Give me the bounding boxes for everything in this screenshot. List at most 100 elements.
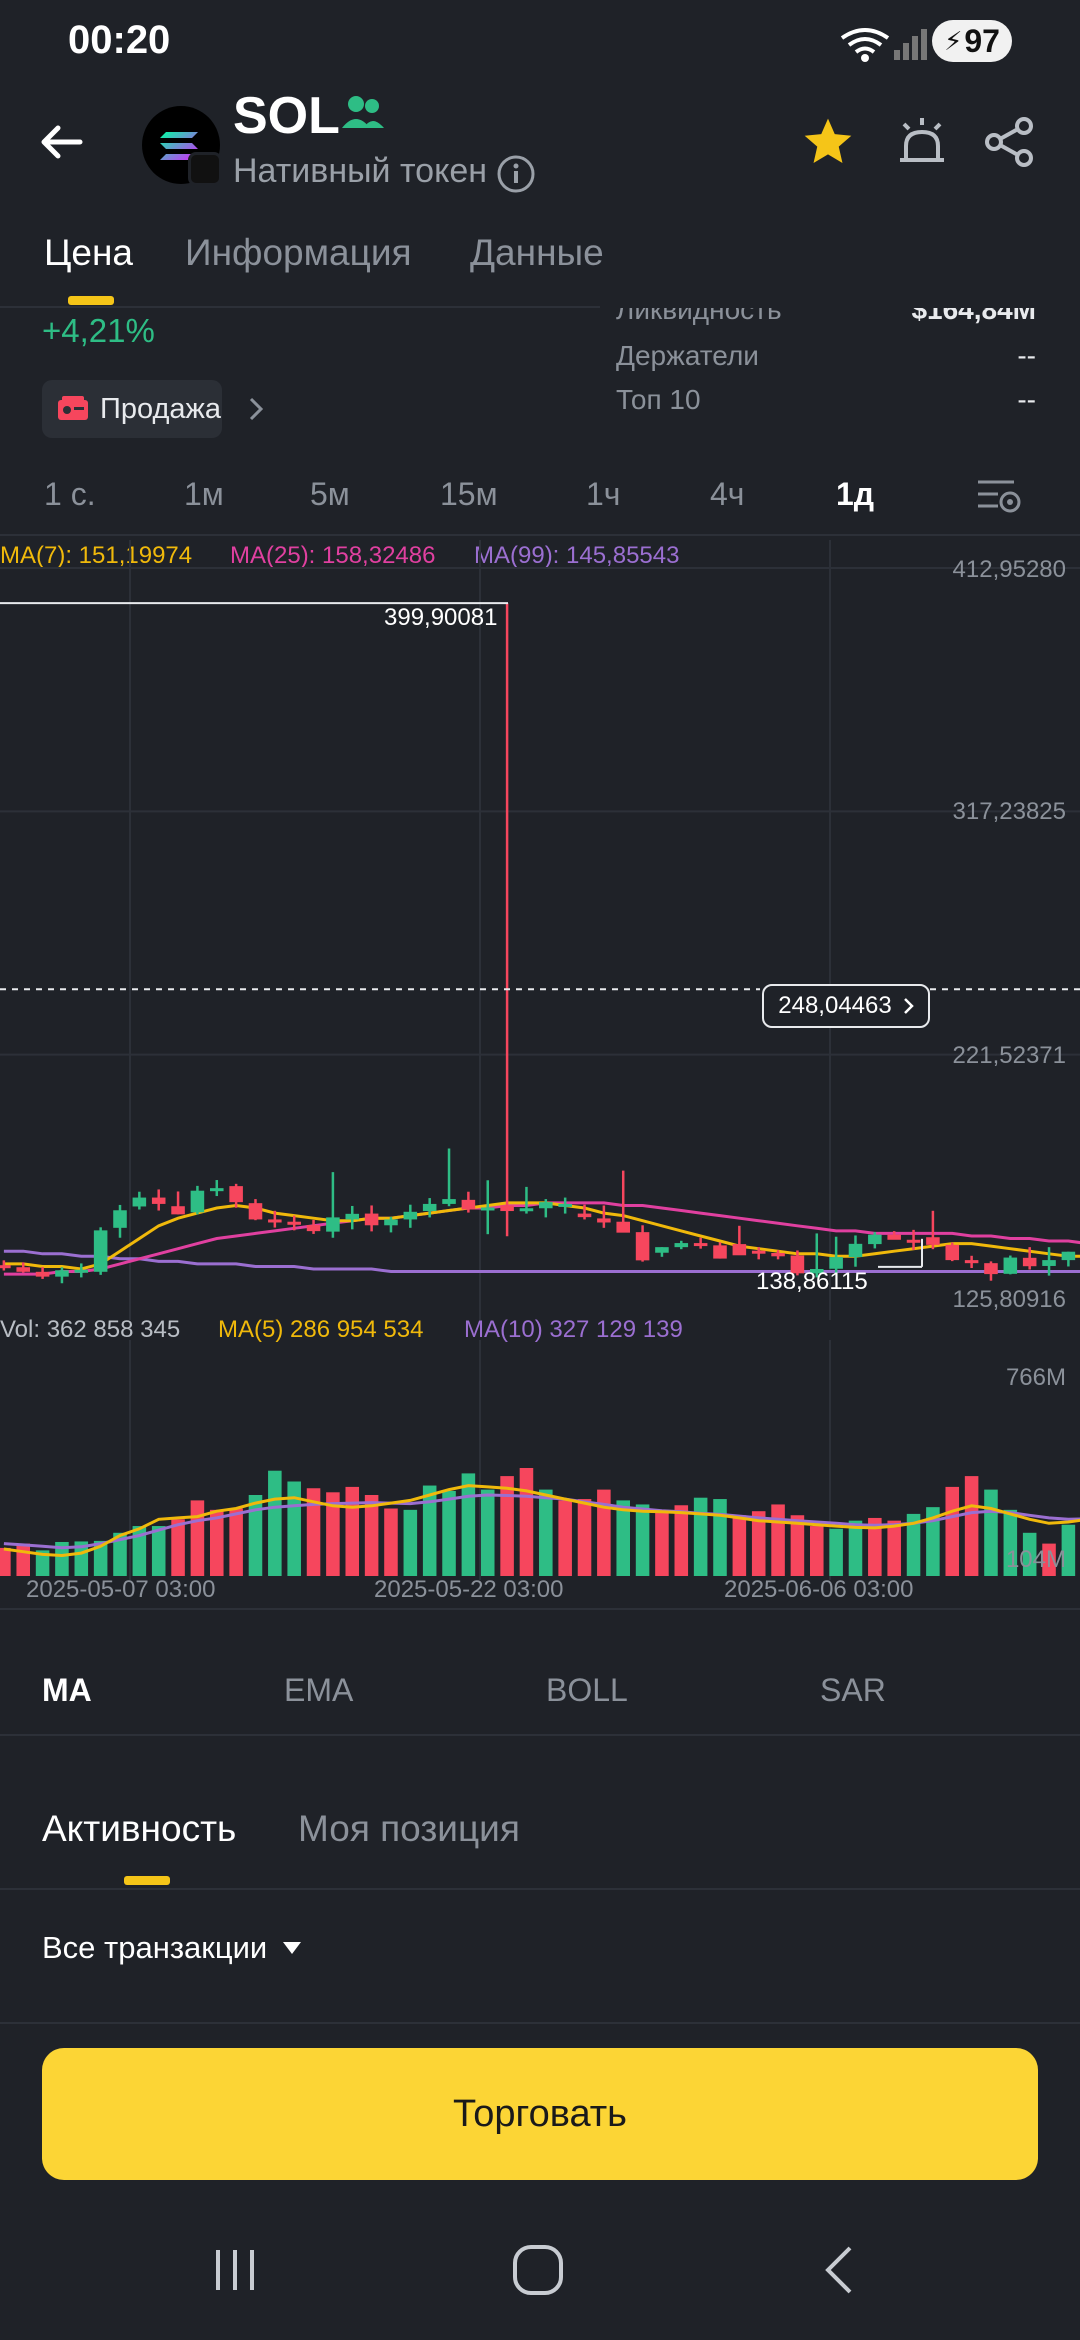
volume-bar [1022,1532,1037,1576]
candle-body [16,1267,30,1272]
timeframe-1h[interactable]: 1ч [586,476,621,512]
candle-body [732,1244,747,1256]
candle-body [790,1255,805,1274]
volume-bar [113,1532,127,1576]
nav-back-icon[interactable] [820,2244,860,2296]
volume-bar [713,1499,727,1576]
candle-body [287,1221,301,1225]
volume-bar [480,1489,495,1576]
volume-bar [829,1528,843,1576]
volume-bar [364,1495,379,1576]
volume-bar [35,1550,50,1576]
indicator-divider [0,1734,1080,1736]
volume-chart[interactable] [0,1340,1080,1580]
sell-tag[interactable]: Продажа [42,380,222,438]
tab-activity-underline [124,1876,170,1885]
tab-data[interactable]: Данные [470,232,604,273]
candle-body [403,1211,418,1220]
timeframe-5m[interactable]: 5м [310,476,350,512]
candle-body [829,1257,843,1269]
indicator-sar[interactable]: SAR [820,1672,886,1708]
tab-activity[interactable]: Активность [42,1808,237,1849]
share-icon[interactable] [982,114,1038,170]
volume-bar [248,1495,263,1576]
status-time: 00:20 [68,18,171,62]
timeframe-15m[interactable]: 15м [440,476,498,512]
candle-body [248,1203,263,1220]
tab-my-position[interactable]: Моя позиция [298,1808,520,1849]
volume-bar [539,1489,553,1576]
price-chart[interactable] [0,540,1080,1320]
candle-body [306,1225,321,1232]
candle-body [868,1234,882,1245]
volume-bar [229,1508,243,1576]
candle-body [635,1232,650,1261]
sell-icon [58,396,88,420]
community-icon [342,94,384,134]
timeframe-1m[interactable]: 1м [184,476,224,512]
charging-icon: ⚡ [944,25,963,56]
volume-bar [442,1490,456,1576]
volume-axis-label: 766M [1005,1364,1066,1391]
indicator-ma[interactable]: MA [42,1672,92,1708]
volume-bar [558,1500,572,1576]
current-price-tag[interactable]: 248,04463 [762,984,930,1028]
volume-bar [635,1504,650,1576]
volume-ma5-legend: MA(5) 286 954 534 [218,1316,424,1343]
indicator-boll[interactable]: BOLL [546,1672,628,1708]
timeframe-1s[interactable]: 1 с. [44,476,96,512]
timeframe-4h[interactable]: 4ч [710,476,745,512]
recent-apps-icon[interactable] [212,2246,258,2294]
price-axis-label: 412,95280 [952,556,1066,583]
date-axis-label: 2025-05-22 03:00 [374,1576,564,1603]
favorite-star-icon[interactable] [800,114,856,170]
volume-bar [1003,1509,1018,1576]
volume-bar [403,1509,418,1576]
candle-body [926,1237,940,1245]
high-marker-label: 399,90081 [384,604,498,631]
candle-body [751,1250,766,1254]
tab-price[interactable]: Цена [44,232,133,273]
candle-body [964,1260,979,1264]
candle-body [210,1188,224,1192]
chart-settings-icon[interactable] [976,476,1022,516]
low-marker-label: 138,86115 [756,1268,868,1295]
candle-body [384,1219,398,1226]
volume-bar [171,1519,185,1576]
info-icon[interactable] [496,154,536,194]
stat-label-top10: Топ 10 [616,384,701,415]
volume-bar [906,1513,921,1576]
volume-bar [384,1508,398,1576]
battery-level: 97 [964,22,1000,59]
price-alert-icon[interactable] [894,114,950,170]
date-axis-label: 2025-05-07 03:00 [26,1576,216,1603]
candle-body [1061,1251,1076,1261]
volume-bar [151,1526,166,1576]
volume-bar [16,1543,30,1576]
tab-info[interactable]: Информация [185,232,412,273]
home-icon[interactable] [510,2242,566,2298]
volume-bar [848,1520,863,1576]
candle-body [906,1239,921,1243]
volume-legend: Vol: 362 858 345 [0,1316,181,1343]
volume-bar [1042,1543,1056,1576]
indicator-ema[interactable]: EMA [284,1672,354,1708]
signal-icon [892,26,928,62]
candle-body [693,1243,708,1247]
ma7-line [3,1201,1080,1271]
candle-body [171,1206,185,1215]
candle-body [480,1207,495,1211]
ma99-legend: MA(99): 145,85543 [474,542,680,569]
timeframe-1d[interactable]: 1д [836,476,875,512]
price-axis-label: 125,80916 [952,1286,1066,1313]
candle-body [539,1202,553,1209]
trade-button[interactable]: Торговать [42,2048,1038,2180]
token-symbol: SOL [233,87,340,145]
chevron-right-icon[interactable] [246,396,266,422]
candle-body [655,1247,669,1253]
volume-bar [326,1492,340,1576]
volume-bar [519,1468,534,1576]
transaction-filter[interactable]: Все транзакции [42,1930,303,1966]
back-arrow-icon[interactable] [36,116,88,168]
volume-ma10-legend: MA(10) 327 129 139 [464,1316,683,1343]
